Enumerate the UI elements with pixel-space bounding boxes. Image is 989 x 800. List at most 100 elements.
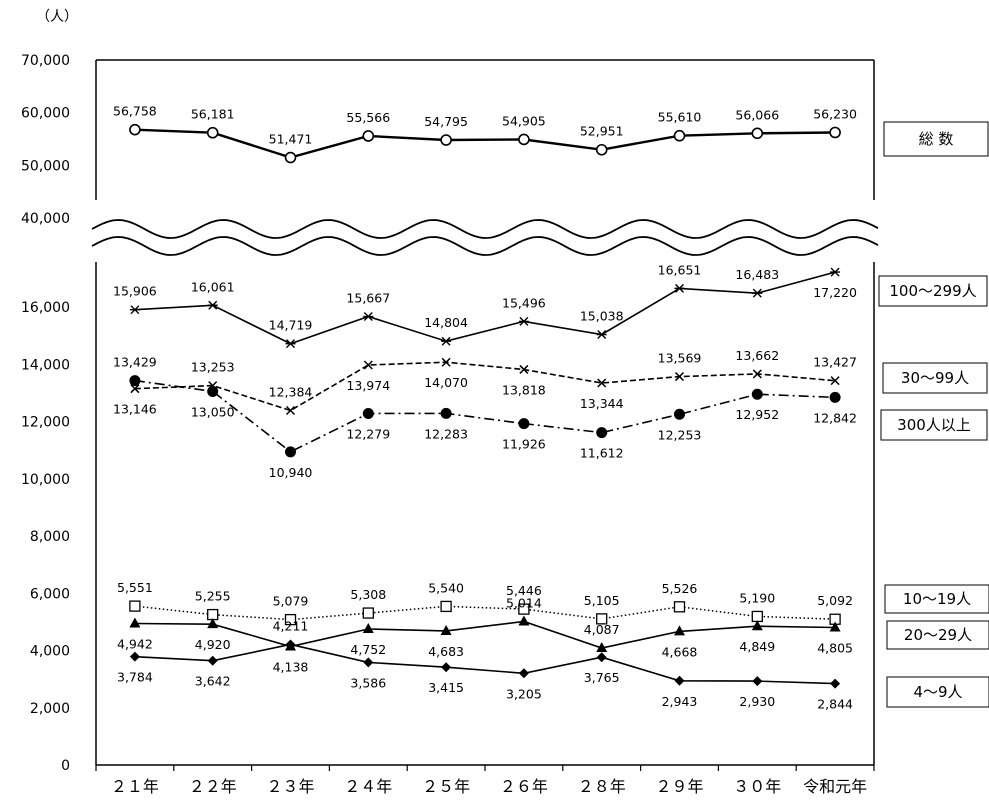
y-tick-label: 60,000 bbox=[21, 106, 70, 122]
series-1: 15,906 16,061 14,719 15,667 14,804 15,496 15,0… bbox=[113, 262, 857, 349]
data-point-marker bbox=[751, 620, 763, 631]
data-point-marker bbox=[518, 668, 529, 679]
legend-item: 20～29人 bbox=[886, 620, 989, 650]
data-point-marker bbox=[518, 615, 530, 626]
data-point-marker bbox=[440, 624, 452, 635]
legend-label: 10～19人 bbox=[903, 590, 971, 608]
data-point-marker bbox=[129, 305, 140, 315]
legend-label: 30～99人 bbox=[901, 369, 969, 387]
y-tick-label: 10,000 bbox=[21, 472, 70, 488]
data-point-marker bbox=[285, 405, 296, 416]
x-category-label: ２２年 bbox=[189, 777, 237, 796]
data-label: 13,569 bbox=[658, 351, 702, 366]
data-point-marker bbox=[596, 652, 607, 663]
series-line bbox=[134, 379, 836, 453]
x-category-label: ３０年 bbox=[733, 777, 781, 796]
data-label: 15,667 bbox=[346, 291, 390, 306]
data-label: 13,818 bbox=[502, 382, 546, 397]
data-label: 4,849 bbox=[739, 639, 775, 654]
data-point-marker bbox=[752, 369, 762, 379]
legend-label: 100～299人 bbox=[889, 282, 976, 300]
data-point-marker bbox=[597, 378, 607, 388]
data-label: 16,483 bbox=[735, 267, 779, 282]
x-category-label: ２３年 bbox=[266, 777, 314, 796]
data-point-marker bbox=[284, 151, 297, 164]
data-point-marker bbox=[751, 388, 763, 400]
data-label: 5,308 bbox=[350, 587, 386, 602]
data-label: 3,642 bbox=[195, 674, 231, 689]
data-label: 56,066 bbox=[735, 107, 779, 122]
chart-axes bbox=[95, 59, 875, 771]
legend-item: 10～19人 bbox=[884, 584, 989, 614]
data-label: 15,906 bbox=[113, 284, 157, 299]
legend-item: 300人以上 bbox=[880, 409, 988, 441]
legend-box bbox=[886, 676, 989, 708]
data-point-marker bbox=[207, 608, 219, 621]
data-point-marker bbox=[129, 123, 141, 136]
y-tick-label: 6,000 bbox=[30, 586, 70, 602]
y-tick-label: 70,000 bbox=[21, 53, 70, 69]
data-point-marker bbox=[518, 603, 530, 615]
data-label: 13,974 bbox=[346, 378, 390, 393]
data-label: 13,344 bbox=[580, 396, 624, 411]
data-point-marker bbox=[285, 339, 296, 349]
data-point-marker bbox=[751, 610, 763, 623]
data-label: 15,038 bbox=[580, 309, 624, 324]
y-axis-ticks: 40,000 50,000 60,000 70,000 0 2,000 4,000 6,000… bbox=[21, 53, 70, 774]
data-label: 56,758 bbox=[113, 104, 157, 119]
data-label: 4,211 bbox=[273, 618, 309, 633]
series-line bbox=[134, 271, 836, 345]
x-category-label: ２６年 bbox=[500, 777, 548, 796]
data-point-marker bbox=[129, 600, 141, 612]
axis-break-mark bbox=[91, 219, 880, 256]
data-point-marker bbox=[830, 267, 841, 277]
series-4: 5,551 5,255 5,079 5,308 5,540 5,446 5,105 5,526… bbox=[117, 580, 853, 626]
y-tick-label: 40,000 bbox=[21, 211, 70, 227]
data-point-marker bbox=[440, 134, 452, 146]
data-point-marker bbox=[441, 336, 452, 346]
data-label: 55,566 bbox=[346, 110, 390, 125]
legend-item: 100～299人 bbox=[878, 275, 988, 307]
data-point-marker bbox=[207, 300, 218, 310]
data-point-marker bbox=[130, 384, 140, 394]
y-tick-label: 16,000 bbox=[21, 300, 70, 316]
data-point-marker bbox=[830, 678, 841, 689]
data-label: 55,610 bbox=[658, 110, 702, 125]
data-label: 11,612 bbox=[580, 446, 624, 461]
data-point-marker bbox=[440, 407, 452, 419]
legend-box bbox=[878, 275, 988, 307]
legend-item: 総 数 bbox=[883, 121, 989, 157]
data-point-marker bbox=[830, 376, 840, 386]
legend-box bbox=[880, 409, 988, 441]
legend-label: 4～9人 bbox=[913, 683, 962, 701]
axis-break-wave-upper bbox=[91, 219, 879, 239]
data-label: 15,496 bbox=[502, 295, 546, 310]
data-point-marker bbox=[674, 675, 685, 686]
data-label: 54,795 bbox=[424, 114, 468, 129]
series-6: 3,784 3,642 4,211 3,586 3,415 3,205 3,765 2,943… bbox=[117, 618, 853, 711]
data-point-marker bbox=[363, 360, 373, 370]
data-label: 4,920 bbox=[195, 637, 231, 652]
data-label: 14,804 bbox=[424, 315, 468, 330]
y-tick-label: 0 bbox=[61, 758, 70, 774]
x-category-label: ２５年 bbox=[422, 777, 470, 796]
data-label: 16,651 bbox=[658, 262, 702, 277]
data-label: 13,050 bbox=[191, 404, 235, 419]
data-point-marker bbox=[284, 613, 297, 626]
y-tick-label: 2,000 bbox=[30, 701, 70, 717]
series-3: 13,429 13,050 10,940 12,279 12,283 11,926 11,6… bbox=[113, 355, 857, 480]
data-label: 5,014 bbox=[506, 595, 542, 610]
data-point-marker bbox=[363, 312, 374, 322]
data-label: 13,146 bbox=[113, 402, 157, 417]
data-label: 51,471 bbox=[269, 132, 313, 147]
data-label: 2,943 bbox=[662, 694, 698, 709]
data-label: 4,087 bbox=[584, 622, 620, 637]
data-point-marker bbox=[285, 446, 296, 458]
legend-item: 30～99人 bbox=[882, 362, 988, 394]
data-point-marker bbox=[207, 655, 218, 666]
y-tick-label: 14,000 bbox=[21, 357, 70, 373]
chart-series: 56,758 56,181 51,471 55,566 54,795 54,905 52,9… bbox=[113, 104, 857, 712]
data-point-marker bbox=[206, 126, 219, 139]
data-label: 4,752 bbox=[350, 642, 386, 657]
axis-break-gap bbox=[92, 220, 880, 255]
